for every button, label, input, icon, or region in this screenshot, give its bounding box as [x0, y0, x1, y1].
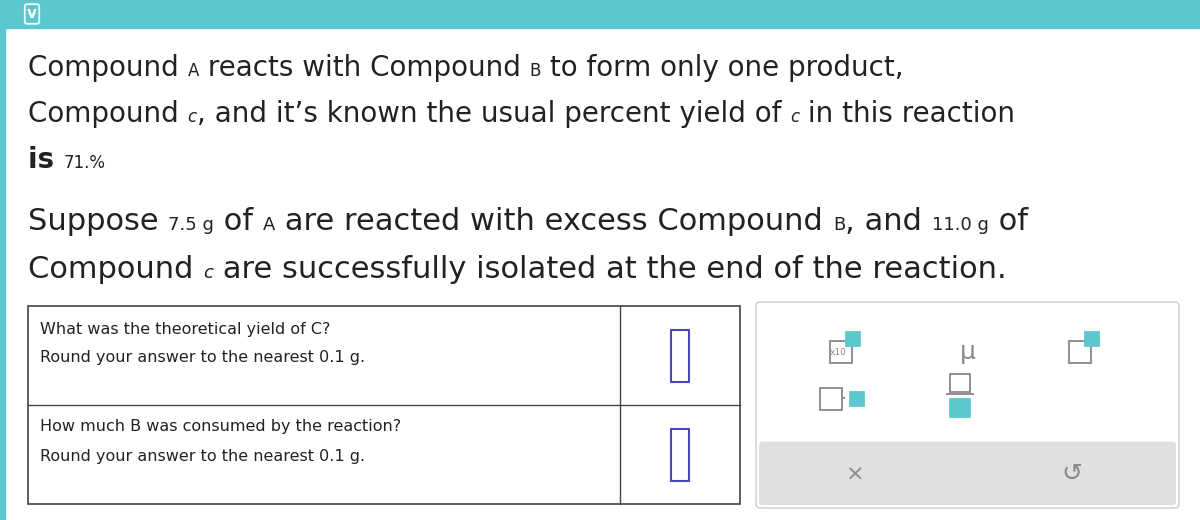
FancyBboxPatch shape: [756, 302, 1178, 508]
Text: μ: μ: [960, 340, 976, 363]
Text: is: is: [28, 146, 64, 174]
Text: c: c: [790, 108, 799, 126]
Text: v: v: [28, 6, 37, 21]
Text: Suppose: Suppose: [28, 207, 168, 236]
Text: ·: ·: [841, 389, 847, 409]
Bar: [0, 28, 5, 520]
Text: B: B: [833, 216, 845, 234]
Text: Compound: Compound: [28, 54, 187, 82]
Text: c: c: [203, 264, 214, 282]
Bar: [830, 341, 852, 362]
Bar: [820, 388, 842, 410]
Text: 71.%: 71.%: [64, 154, 106, 172]
Text: c: c: [187, 108, 197, 126]
Text: Compound: Compound: [28, 100, 187, 128]
Bar: [850, 392, 864, 406]
Bar: [1085, 332, 1099, 345]
Text: ↺: ↺: [1061, 462, 1082, 486]
Bar: [671, 428, 689, 480]
Text: A: A: [263, 216, 275, 234]
Text: B: B: [529, 62, 541, 80]
Bar: [28, 306, 740, 504]
Text: 11.0 g: 11.0 g: [931, 216, 989, 234]
Text: are reacted with excess Compound: are reacted with excess Compound: [275, 207, 833, 236]
Text: ×: ×: [846, 464, 864, 484]
Text: in this reaction: in this reaction: [799, 100, 1015, 128]
Text: Round your answer to the nearest 0.1 g.: Round your answer to the nearest 0.1 g.: [40, 449, 365, 464]
Bar: [0, 0, 1200, 28]
Bar: [949, 374, 970, 392]
Text: A: A: [187, 62, 199, 80]
Bar: [846, 332, 860, 345]
Text: How much B was consumed by the reaction?: How much B was consumed by the reaction?: [40, 419, 401, 434]
Text: , and it’s known the usual percent yield of: , and it’s known the usual percent yield…: [197, 100, 790, 128]
Bar: [671, 330, 689, 382]
Text: reacts with Compound: reacts with Compound: [199, 54, 529, 82]
Text: 7.5 g: 7.5 g: [168, 216, 215, 234]
Text: to form only one product,: to form only one product,: [541, 54, 904, 82]
Text: of: of: [215, 207, 263, 236]
Text: , and: , and: [845, 207, 931, 236]
Bar: [762, 445, 1174, 502]
FancyBboxPatch shape: [760, 441, 1176, 505]
Bar: [949, 399, 970, 417]
Text: x10: x10: [829, 348, 846, 357]
Bar: [1069, 341, 1091, 362]
Text: are successfully isolated at the end of the reaction.: are successfully isolated at the end of …: [214, 255, 1007, 284]
Text: Compound: Compound: [28, 255, 203, 284]
Text: What was the theoretical yield of C?: What was the theoretical yield of C?: [40, 322, 330, 337]
Text: of: of: [989, 207, 1027, 236]
Text: Round your answer to the nearest 0.1 g.: Round your answer to the nearest 0.1 g.: [40, 350, 365, 365]
